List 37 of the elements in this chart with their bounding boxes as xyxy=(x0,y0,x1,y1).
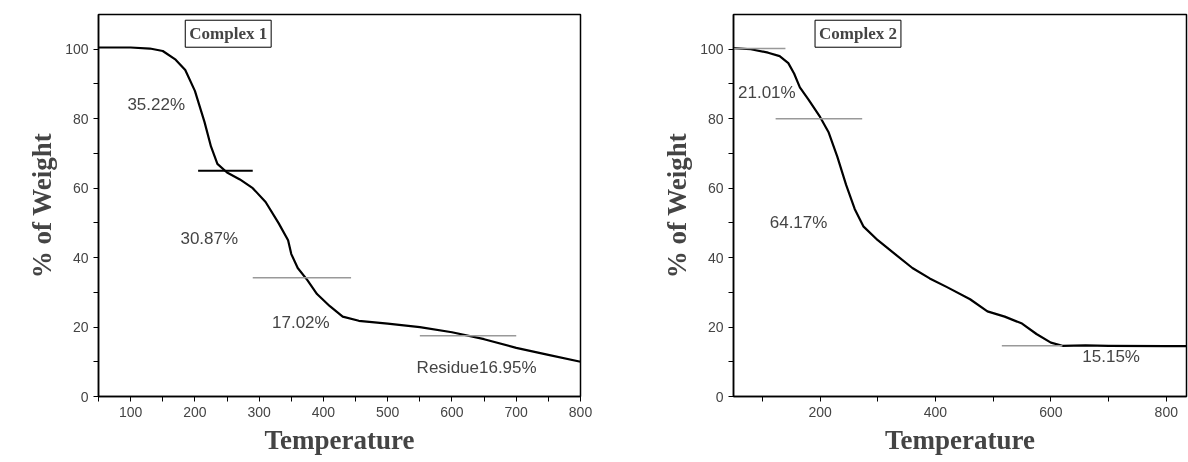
annotation: 21.01% xyxy=(738,83,796,103)
y-tick-label: 20 xyxy=(72,319,89,336)
x-tick-label: 200 xyxy=(183,403,207,420)
x-tick-label: 400 xyxy=(923,403,948,420)
x-tick-label: 700 xyxy=(504,403,529,420)
annotation: Residue16.95% xyxy=(416,358,537,378)
y-tick-label: 60 xyxy=(707,180,724,197)
x-tick-label: 800 xyxy=(1154,403,1179,420)
text: Complex 2 xyxy=(819,24,897,44)
y-tick-label: 0 xyxy=(715,388,724,405)
x-tick-label: 100 xyxy=(118,403,143,420)
annotation: 35.22% xyxy=(127,94,186,114)
x-tick-label: 600 xyxy=(440,403,464,420)
y-tick-label: 20 xyxy=(707,319,724,336)
y-tick-label: 80 xyxy=(707,110,724,127)
x-axis-title: Temperature xyxy=(264,424,415,455)
annotation: 64.17% xyxy=(769,213,828,233)
y-tick-label: 60 xyxy=(72,180,89,197)
x-tick-label: 300 xyxy=(247,403,272,420)
y-axis-title: % of Weight xyxy=(27,133,58,279)
y-tick-label: 40 xyxy=(707,249,724,266)
annotation: 17.02% xyxy=(272,312,330,332)
y-tick-label: 100 xyxy=(700,41,724,58)
x-tick-label: 200 xyxy=(808,403,832,420)
y-tick-label: 80 xyxy=(72,110,89,127)
annotation: 30.87% xyxy=(180,228,239,248)
x-tick-label: 800 xyxy=(568,403,593,420)
y-tick-label: 0 xyxy=(80,388,89,405)
y-tick-label: 100 xyxy=(65,41,89,58)
text: Complex 1 xyxy=(189,24,268,44)
annotation: 15.15% xyxy=(1082,346,1140,366)
x-axis-title: Temperature xyxy=(885,424,1035,455)
x-tick-label: 500 xyxy=(376,403,400,420)
y-axis-title: % of Weight xyxy=(662,133,693,279)
y-tick-label: 40 xyxy=(72,249,89,266)
x-tick-label: 400 xyxy=(311,403,336,420)
x-tick-label: 600 xyxy=(1039,403,1063,420)
